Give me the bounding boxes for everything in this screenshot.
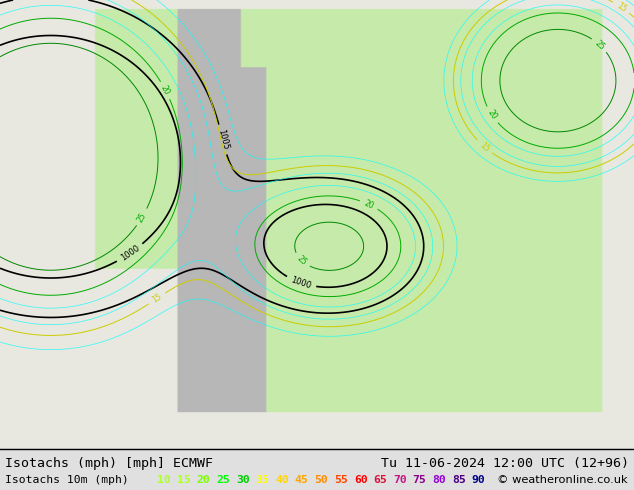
Text: 1000: 1000 [119,244,141,263]
Text: Isotachs (mph) [mph] ECMWF: Isotachs (mph) [mph] ECMWF [5,457,213,470]
Text: 40: 40 [275,475,289,485]
Text: 1000: 1000 [290,275,313,291]
Text: 20: 20 [159,84,172,97]
Text: 20: 20 [197,475,210,485]
Text: 65: 65 [373,475,387,485]
Text: 1005: 1005 [216,128,230,151]
Text: 10: 10 [157,475,171,485]
Text: 15: 15 [150,292,164,305]
Text: 45: 45 [295,475,309,485]
Text: 30: 30 [236,475,250,485]
Text: 80: 80 [432,475,446,485]
Text: 15: 15 [615,1,628,14]
Text: 75: 75 [413,475,427,485]
Text: 90: 90 [472,475,486,485]
Text: 20: 20 [363,198,375,211]
Text: 25: 25 [136,211,148,223]
Text: 55: 55 [334,475,348,485]
Text: 25: 25 [216,475,230,485]
Text: 50: 50 [314,475,328,485]
Text: 35: 35 [256,475,269,485]
Text: 60: 60 [354,475,368,485]
Text: 85: 85 [452,475,466,485]
Text: Isotachs 10m (mph): Isotachs 10m (mph) [5,475,129,485]
Text: 25: 25 [593,38,606,51]
Text: © weatheronline.co.uk: © weatheronline.co.uk [497,475,628,485]
Text: 25: 25 [295,254,308,267]
Text: Tu 11-06-2024 12:00 UTC (12+96): Tu 11-06-2024 12:00 UTC (12+96) [381,457,629,470]
Text: 15: 15 [478,140,491,153]
Text: 70: 70 [393,475,407,485]
Text: 20: 20 [486,108,498,122]
Text: 15: 15 [177,475,191,485]
